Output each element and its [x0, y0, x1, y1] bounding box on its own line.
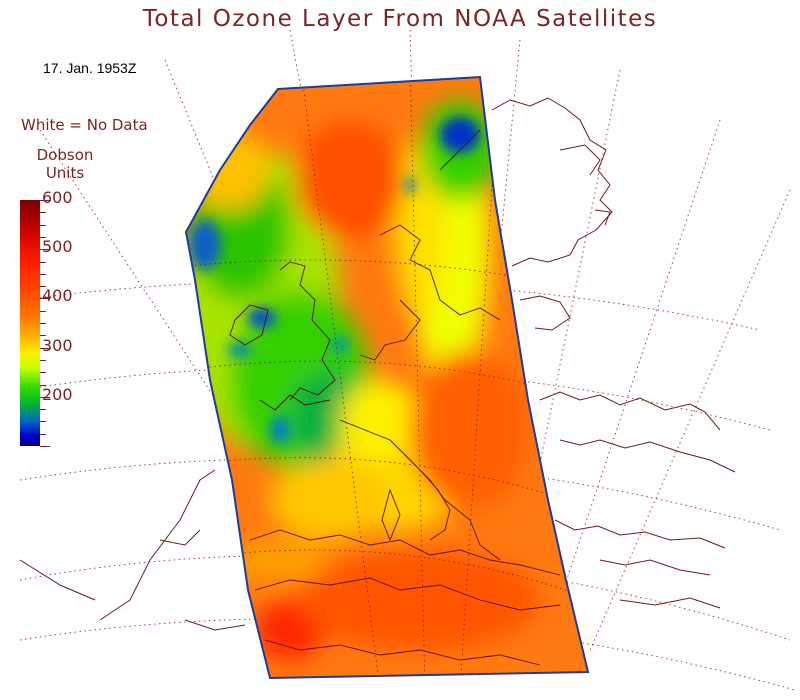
scale-tick	[40, 348, 50, 349]
scale-tick	[40, 372, 46, 373]
scale-label: 500	[42, 237, 73, 256]
scale-label: 400	[42, 286, 73, 305]
observation-date: 17. Jan. 1953Z	[43, 60, 137, 76]
scale-label: 200	[42, 385, 73, 404]
coastlines	[19, 97, 736, 631]
scale-tick	[40, 200, 50, 201]
scale-label: 600	[42, 188, 73, 207]
map-title: Total Ozone Layer From NOAA Satellites	[142, 6, 658, 32]
scale-tick	[40, 298, 50, 299]
scale-tick	[40, 409, 46, 410]
scale-tick	[40, 446, 50, 447]
scale-tick	[40, 397, 50, 398]
no-data-note: White = No Data	[21, 116, 148, 134]
units-line-2: Units	[45, 164, 85, 182]
scale-tick	[40, 323, 46, 324]
scale-tick	[40, 249, 50, 250]
scale-tick	[40, 225, 46, 226]
scale-tick	[40, 262, 46, 263]
scale-tick	[40, 212, 46, 213]
scale-tick	[40, 274, 46, 275]
scale-tick	[40, 335, 46, 336]
scale-tick	[40, 385, 46, 386]
scale-tick	[40, 360, 46, 361]
scale-label: 300	[42, 336, 73, 355]
legend-units-title: Dobson Units	[30, 146, 100, 182]
color-scale-bar	[20, 200, 40, 446]
scale-tick	[40, 434, 46, 435]
scale-tick	[40, 286, 46, 287]
ozone-swath	[186, 77, 588, 678]
scale-tick	[40, 311, 46, 312]
scale-tick	[40, 421, 46, 422]
swath-outline	[184, 75, 590, 680]
scale-tick	[40, 237, 46, 238]
units-line-1: Dobson	[36, 146, 94, 164]
